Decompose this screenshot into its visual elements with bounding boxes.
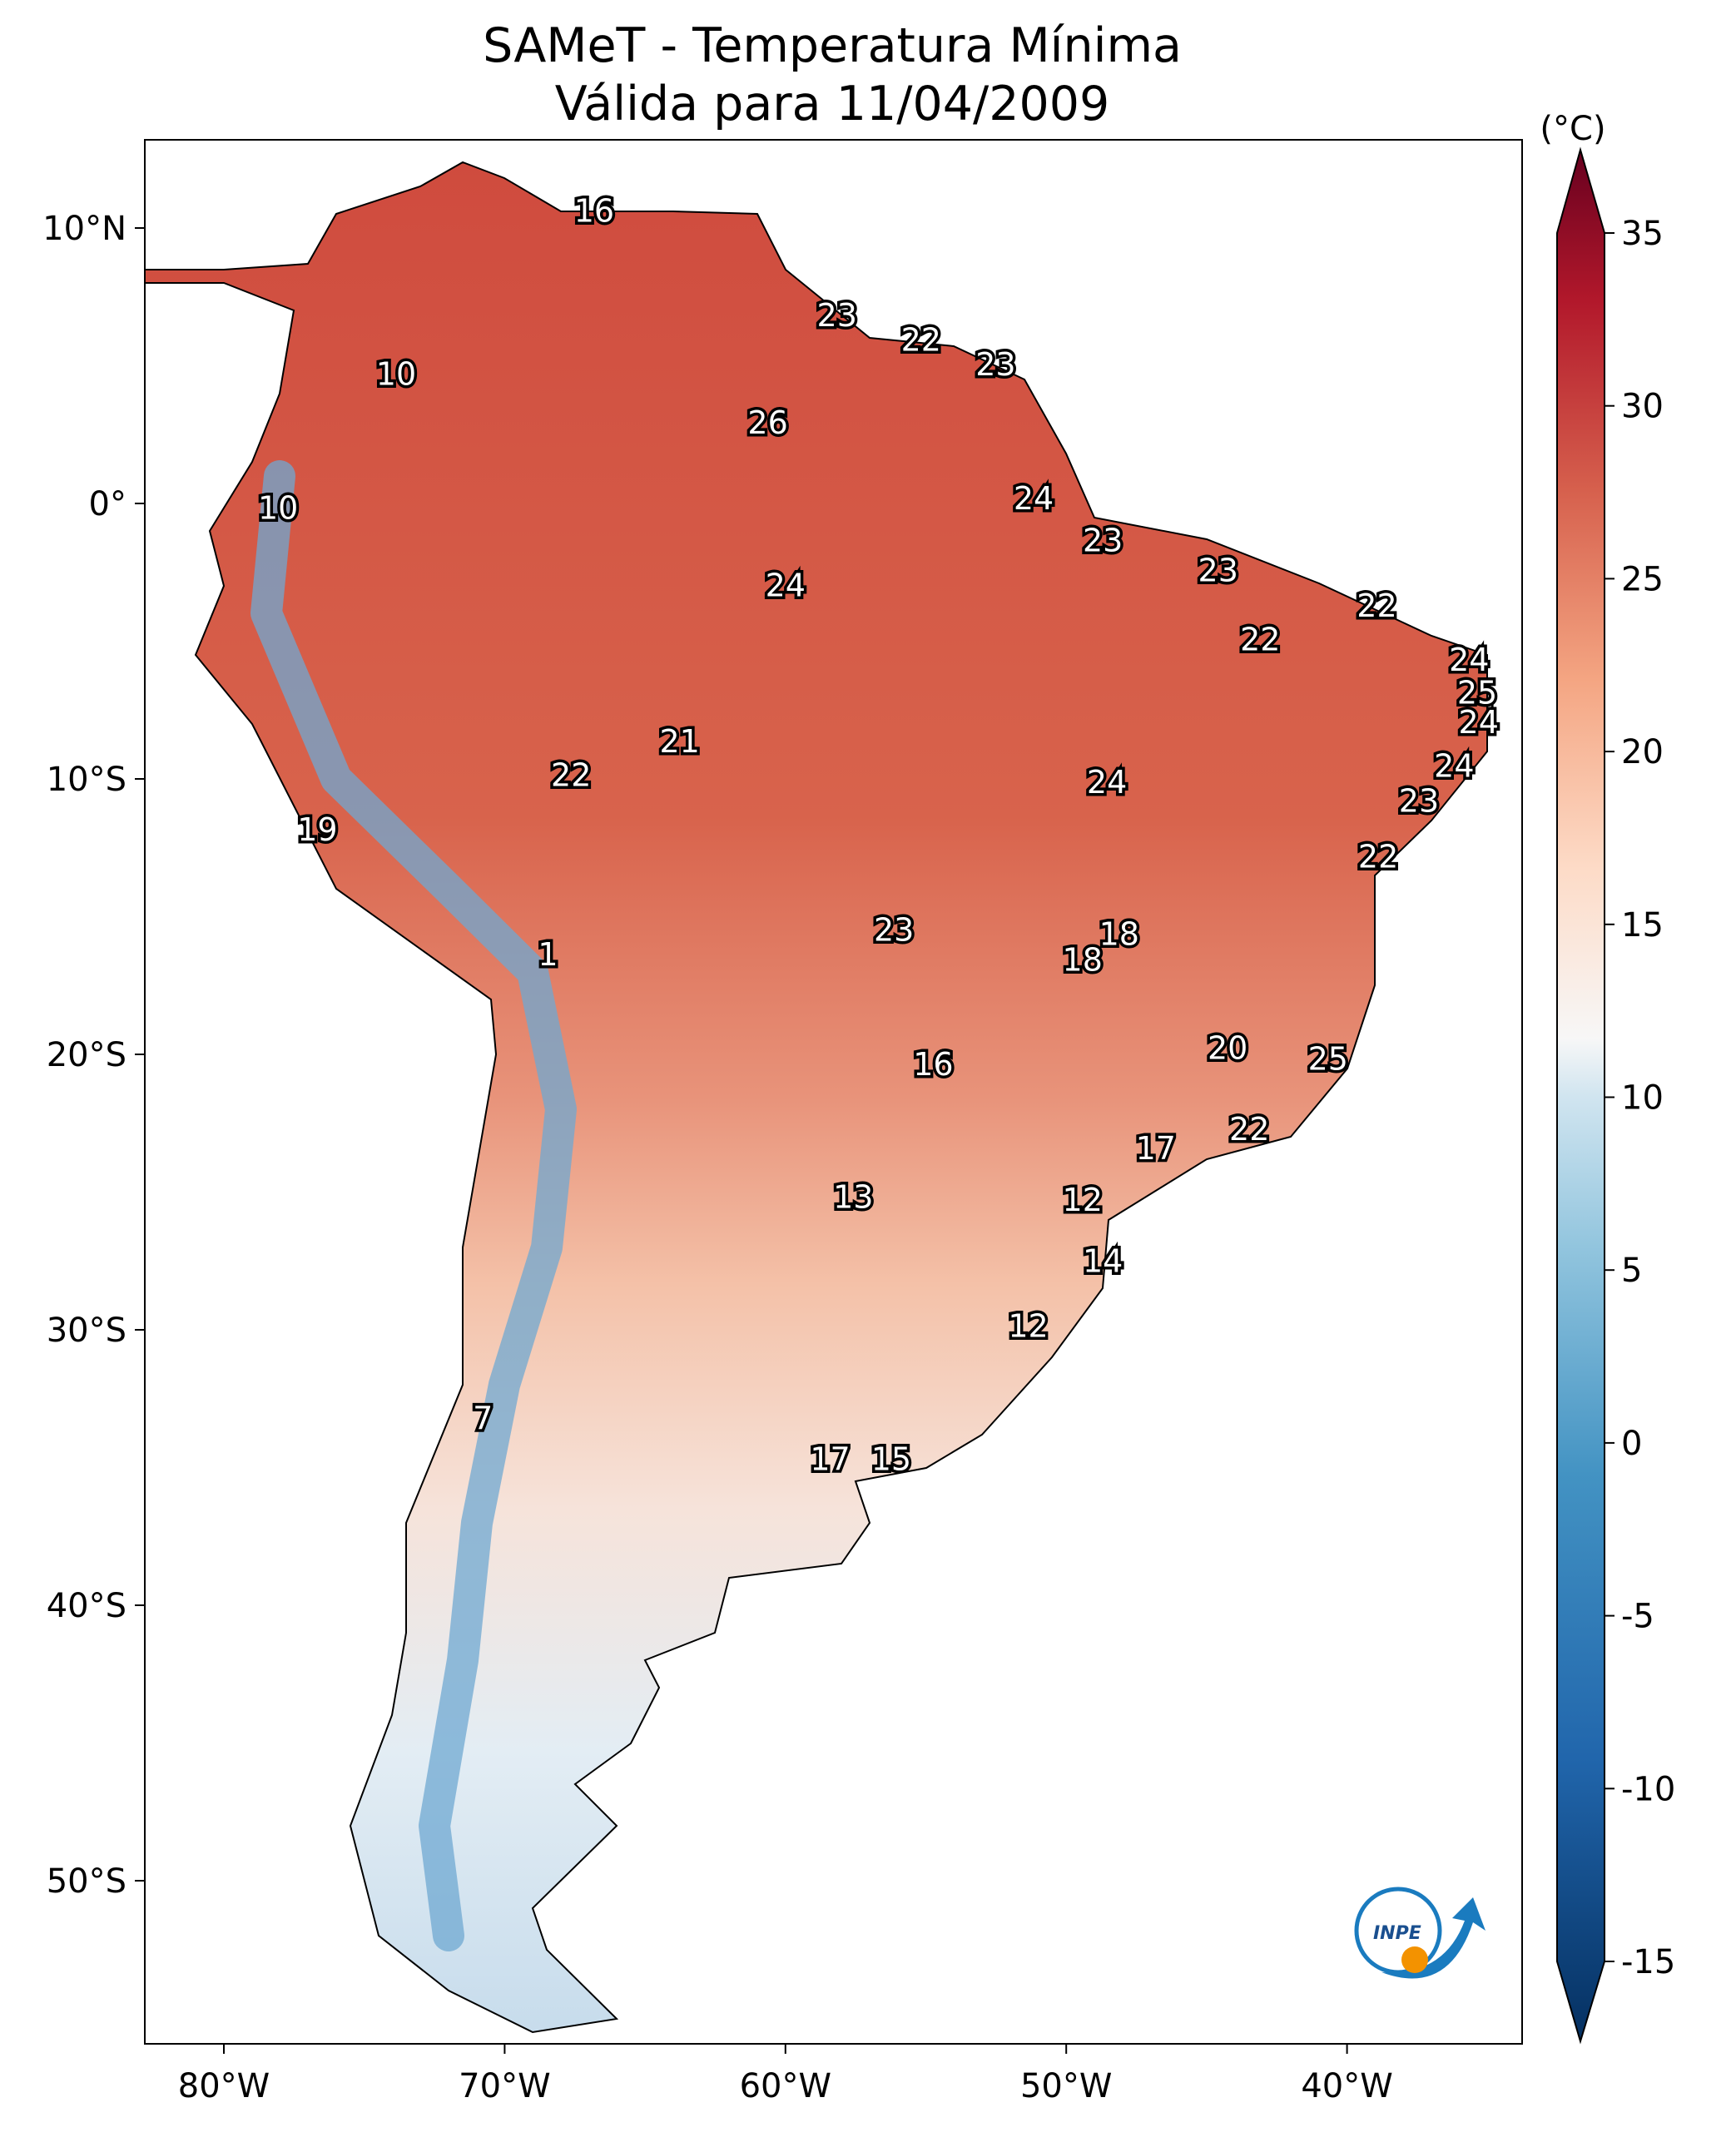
station-value-label: 26 [747,404,787,441]
station-value-label: 24 [1449,642,1489,678]
station-value-label: 17 [1136,1130,1176,1167]
colorbar-tick-label: -10 [1621,1770,1675,1808]
colorbar-tick-label: 10 [1621,1079,1664,1118]
station-value-label: 18 [1063,941,1103,978]
station-value-label: 25 [1457,674,1497,711]
station-value-label: 24 [1434,747,1474,784]
station-value-label: 12 [1008,1308,1048,1345]
station-value-label: 24 [766,568,806,604]
lat-tick-label: 30°S [47,1312,126,1350]
station-value-label: 12 [1063,1182,1103,1218]
station-value-label: 22 [901,322,941,359]
station-value-label: 16 [913,1046,953,1083]
station-value-label: 22 [551,757,591,794]
lat-tick-label: 20°S [47,1036,126,1074]
lon-tick-label: 40°W [1301,2067,1392,2105]
colorbar-tick-label: 30 [1621,388,1664,426]
station-value-label: 23 [874,912,914,949]
station-value-label: 22 [1358,839,1398,875]
lon-tick-label: 80°W [178,2067,270,2105]
colorbar-bar [1556,146,1605,2045]
station-value-label: 15 [871,1440,911,1477]
colorbar-tick-label: -15 [1621,1943,1675,1981]
station-value-label: 21 [659,723,699,760]
lat-tick-label: 10°N [42,210,126,248]
colorbar-tick-label: 20 [1621,733,1664,771]
lat-tick-label: 0° [89,485,126,523]
station-value-label: 23 [1083,523,1123,559]
lon-tick-label: 50°W [1020,2067,1112,2105]
station-value-label: 17 [810,1440,850,1477]
station-value-label: 18 [1099,915,1139,952]
station-value-label: 24 [1459,704,1499,741]
station-value-label: 19 [297,811,337,848]
station-value-label: 13 [833,1179,873,1216]
colorbar-tick-label: 5 [1621,1252,1642,1290]
colorbar-tick-label: 0 [1621,1425,1642,1463]
station-value-label: 23 [1399,783,1439,820]
station-value-label: 23 [975,346,1015,383]
station-value-label: 16 [574,193,614,230]
lat-tick-label: 40°S [47,1587,126,1625]
map-title: SAMeT - Temperatura Mínima [483,18,1182,73]
station-value-label: 7 [473,1400,493,1436]
station-value-label: 10 [258,490,298,527]
map-subtitle: Válida para 11/04/2009 [554,77,1110,131]
colorbar-tick-label: 35 [1621,215,1664,253]
station-value-label: 22 [1229,1111,1269,1148]
station-value-label: 1 [538,936,558,973]
logo-text: INPE [1373,1923,1421,1944]
colorbar-tick-label: 15 [1621,906,1664,945]
lon-tick-label: 70°W [459,2067,550,2105]
station-value-label: 10 [376,355,416,392]
south-america-land [145,161,1488,2034]
inpe-logo: INPE [1354,1887,1486,1979]
station-value-label: 14 [1083,1242,1123,1279]
station-value-label: 24 [1087,764,1127,801]
map-frame [144,139,1523,2045]
lat-tick-label: 50°S [47,1862,126,1901]
lat-tick-label: 10°S [47,761,126,799]
station-value-label: 22 [1240,622,1280,658]
station-value-label: 22 [1357,588,1396,624]
colorbar-unit: (°C) [1540,110,1605,148]
colorbar-tick-label: 25 [1621,560,1664,598]
station-value-label: 23 [1198,553,1238,589]
station-value-label: 25 [1308,1040,1348,1077]
colorbar: (°C) 35 30 25 20 15 10 5 0 -5 -10 -15 [1540,110,1675,2045]
station-value-label: 23 [817,297,857,334]
station-value-label: 24 [1014,480,1054,517]
station-value-label: 20 [1208,1029,1247,1066]
lon-tick-label: 60°W [740,2067,831,2105]
colorbar-tick-label: -5 [1621,1598,1654,1636]
andes-cold-region [250,460,577,1951]
